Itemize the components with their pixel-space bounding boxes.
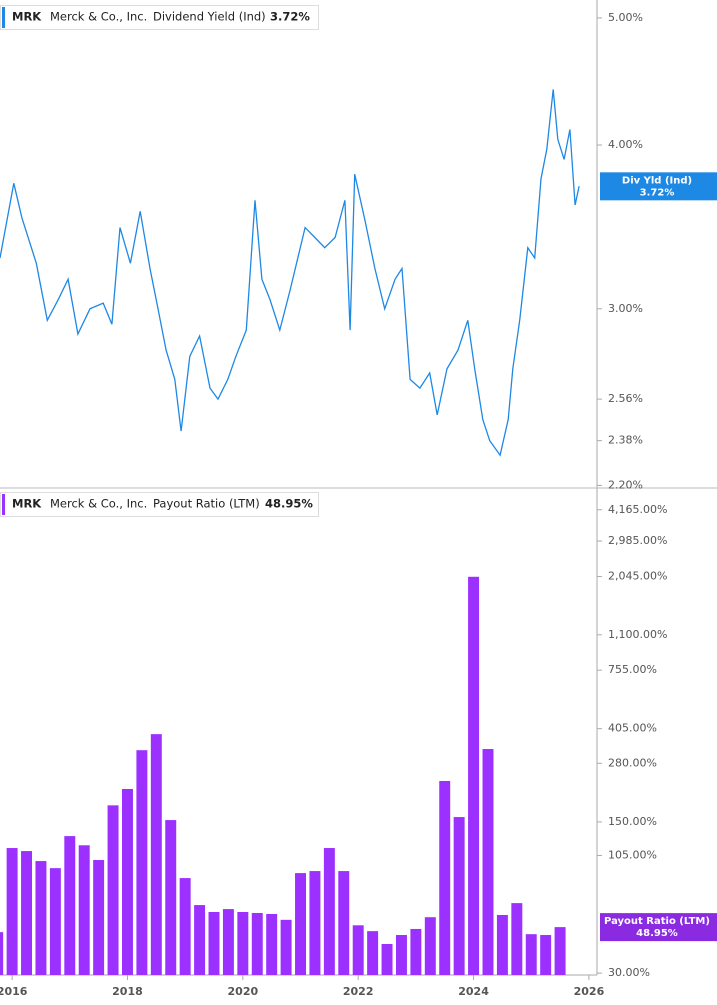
bar <box>194 905 206 975</box>
bar <box>410 928 422 975</box>
y-tick-label: 105.00% <box>608 848 657 861</box>
legend-series: Payout Ratio (LTM) <box>153 497 260 511</box>
legend-swatch <box>2 494 5 515</box>
badge-box <box>600 172 717 201</box>
legend-box <box>0 5 319 30</box>
bar <box>309 871 321 975</box>
bar <box>251 912 263 975</box>
y-tick-label: 2,985.00% <box>608 534 667 547</box>
y-tick-label: 3.00% <box>608 302 643 315</box>
bar <box>64 836 76 975</box>
y-tick-label: 755.00% <box>608 663 657 676</box>
y-tick-label: 2.38% <box>608 434 643 447</box>
y-tick-label: 5.00% <box>608 11 643 24</box>
bar <box>49 868 61 975</box>
bar <box>237 911 249 975</box>
legend-box <box>0 492 319 517</box>
bar <box>482 749 494 975</box>
y-tick-label: 4.00% <box>608 138 643 151</box>
legend-ticker: MRK <box>12 497 42 511</box>
badge-value: 48.95% <box>636 928 678 939</box>
bar <box>107 805 119 975</box>
bar <box>468 576 480 975</box>
x-tick-label: 2016 <box>0 985 28 998</box>
bar <box>338 871 350 975</box>
legend-swatch <box>2 7 5 28</box>
bar <box>121 789 133 975</box>
badge-name: Payout Ratio (LTM) <box>604 916 710 927</box>
bar <box>6 848 18 975</box>
legend-company: Merck & Co., Inc. <box>50 497 147 511</box>
y-tick-label: 4,165.00% <box>608 503 667 516</box>
legend-company: Merck & Co., Inc. <box>50 10 147 24</box>
badge-box <box>600 913 717 942</box>
bar <box>424 917 436 975</box>
bar <box>208 911 220 975</box>
bar <box>35 861 47 975</box>
bar <box>295 873 306 975</box>
legend-series: Dividend Yield (Ind) <box>153 10 266 24</box>
legend: MRK Merck & Co., Inc. Payout Ratio (LTM)… <box>0 492 319 517</box>
bar <box>150 734 162 975</box>
x-tick-label: 2018 <box>112 985 143 998</box>
value-badge: Div Yld (Ind)3.72% <box>600 172 717 201</box>
y-tick-label: 2.56% <box>608 392 643 405</box>
bar <box>0 932 4 975</box>
badge-value: 3.72% <box>640 187 675 198</box>
legend-value: 3.72% <box>270 10 310 24</box>
y-tick-label: 405.00% <box>608 722 657 735</box>
bar <box>511 903 523 975</box>
y-tick-label: 1,100.00% <box>608 628 667 641</box>
bar <box>352 925 364 975</box>
bar <box>323 848 335 975</box>
y-tick-label: 2.20% <box>608 478 643 491</box>
bar <box>554 927 566 975</box>
bar <box>367 931 379 975</box>
bar <box>525 934 537 975</box>
x-tick-label: 2026 <box>574 985 605 998</box>
badge-name: Div Yld (Ind) <box>622 175 692 186</box>
bar <box>453 817 465 975</box>
legend: MRK Merck & Co., Inc. Dividend Yield (In… <box>0 5 319 30</box>
bar <box>395 935 407 975</box>
legend-value: 48.95% <box>265 497 313 511</box>
bar <box>439 780 451 975</box>
bar <box>540 935 552 975</box>
y-tick-label: 280.00% <box>608 756 657 769</box>
bar <box>266 913 278 975</box>
y-tick-label: 30.00% <box>608 966 650 979</box>
bar <box>496 914 508 975</box>
y-tick-label: 150.00% <box>608 815 657 828</box>
x-tick-label: 2022 <box>343 985 374 998</box>
line <box>0 89 580 457</box>
bar <box>381 943 393 975</box>
x-tick-label: 2024 <box>458 985 489 998</box>
bar <box>78 845 90 975</box>
bar <box>165 820 177 975</box>
bar <box>136 750 148 975</box>
value-badge: Payout Ratio (LTM)48.95% <box>600 913 717 942</box>
bar <box>179 878 191 975</box>
bar <box>93 860 105 975</box>
bar <box>222 909 234 975</box>
bar <box>21 851 33 975</box>
y-tick-label: 2,045.00% <box>608 570 667 583</box>
x-tick-label: 2020 <box>228 985 259 998</box>
legend-ticker: MRK <box>12 10 42 24</box>
bar <box>280 919 292 975</box>
